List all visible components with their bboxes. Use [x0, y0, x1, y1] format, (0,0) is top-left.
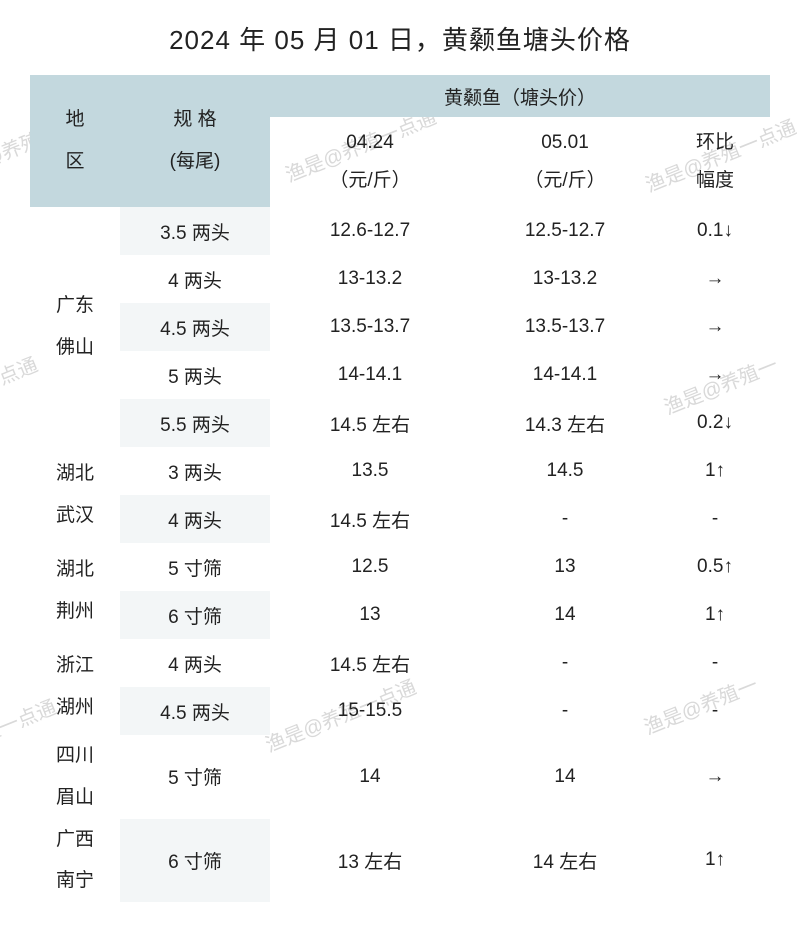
region-cell: 湖北荆州: [30, 543, 120, 639]
cell-ch: 0.1↓: [660, 207, 770, 255]
cell-ch: →: [660, 303, 770, 351]
table-row: 湖北武汉3 两头13.514.51↑: [30, 447, 770, 495]
cell-p2: 14.5: [470, 447, 660, 495]
cell-p2: 14-14.1: [470, 351, 660, 399]
table-row: 5.5 两头14.5 左右14.3 左右0.2↓: [30, 399, 770, 447]
cell-ch: -: [660, 639, 770, 687]
cell-p1: 13.5: [270, 447, 470, 495]
region-cell: 广东佛山: [30, 207, 120, 447]
cell-p2: 14: [470, 591, 660, 639]
cell-ch: →: [660, 351, 770, 399]
cell-spec: 4.5 两头: [120, 303, 270, 351]
cell-p2: -: [470, 639, 660, 687]
table-row: 浙江湖州4 两头14.5 左右--: [30, 639, 770, 687]
cell-p1: 14-14.1: [270, 351, 470, 399]
cell-p1: 13-13.2: [270, 255, 470, 303]
cell-p2: 13: [470, 543, 660, 591]
cell-p1: 13.5-13.7: [270, 303, 470, 351]
table-row: 湖北荆州5 寸筛12.5130.5↑: [30, 543, 770, 591]
header-region: 地区: [30, 75, 120, 207]
cell-ch: →: [660, 735, 770, 819]
cell-p1: 12.5: [270, 543, 470, 591]
region-cell: 四川眉山: [30, 735, 120, 819]
cell-spec: 6 寸筛: [120, 591, 270, 639]
cell-spec: 5 两头: [120, 351, 270, 399]
page-title: 2024 年 05 月 01 日，黄颡鱼塘头价格: [0, 0, 800, 75]
cell-spec: 5 寸筛: [120, 735, 270, 819]
table-row: 4.5 两头13.5-13.713.5-13.7→: [30, 303, 770, 351]
table-row: 广西南宁6 寸筛13 左右14 左右1↑: [30, 819, 770, 903]
cell-ch: -: [660, 495, 770, 543]
cell-p1: 14.5 左右: [270, 495, 470, 543]
cell-ch: 1↑: [660, 819, 770, 903]
cell-spec: 6 寸筛: [120, 819, 270, 903]
region-cell: 湖北武汉: [30, 447, 120, 543]
cell-p1: 13 左右: [270, 819, 470, 903]
header-spec: 规 格(每尾): [120, 75, 270, 207]
cell-p2: 14 左右: [470, 819, 660, 903]
cell-p2: 13-13.2: [470, 255, 660, 303]
cell-spec: 5.5 两头: [120, 399, 270, 447]
cell-p1: 15-15.5: [270, 687, 470, 735]
cell-spec: 5 寸筛: [120, 543, 270, 591]
cell-p2: 13.5-13.7: [470, 303, 660, 351]
cell-spec: 4.5 两头: [120, 687, 270, 735]
table-row: 6 寸筛13141↑: [30, 591, 770, 639]
cell-p1: 14.5 左右: [270, 399, 470, 447]
table-row: 4.5 两头15-15.5--: [30, 687, 770, 735]
cell-p2: 12.5-12.7: [470, 207, 660, 255]
table-row: 四川眉山5 寸筛1414→: [30, 735, 770, 819]
cell-p2: 14: [470, 735, 660, 819]
cell-spec: 4 两头: [120, 255, 270, 303]
cell-ch: →: [660, 255, 770, 303]
cell-ch: -: [660, 687, 770, 735]
region-cell: 广西南宁: [30, 819, 120, 903]
cell-p1: 14: [270, 735, 470, 819]
cell-spec: 4 两头: [120, 495, 270, 543]
cell-p1: 12.6-12.7: [270, 207, 470, 255]
cell-spec: 4 两头: [120, 639, 270, 687]
cell-p2: -: [470, 495, 660, 543]
header-price2: 05.01（元/斤）: [470, 117, 660, 207]
table-row: 4 两头14.5 左右--: [30, 495, 770, 543]
cell-p2: -: [470, 687, 660, 735]
cell-spec: 3.5 两头: [120, 207, 270, 255]
region-cell: 浙江湖州: [30, 639, 120, 735]
header-change: 环比幅度: [660, 117, 770, 207]
cell-ch: 1↑: [660, 447, 770, 495]
table-row: 5 两头14-14.114-14.1→: [30, 351, 770, 399]
cell-ch: 0.2↓: [660, 399, 770, 447]
cell-ch: 0.5↑: [660, 543, 770, 591]
cell-p1: 14.5 左右: [270, 639, 470, 687]
price-table: 地区 规 格(每尾) 黄颡鱼（塘头价） 04.24（元/斤） 05.01（元/斤…: [30, 75, 770, 902]
cell-p2: 14.3 左右: [470, 399, 660, 447]
cell-spec: 3 两头: [120, 447, 270, 495]
header-price1: 04.24（元/斤）: [270, 117, 470, 207]
cell-p1: 13: [270, 591, 470, 639]
table-row: 4 两头13-13.213-13.2→: [30, 255, 770, 303]
table-row: 广东佛山3.5 两头12.6-12.712.5-12.70.1↓: [30, 207, 770, 255]
cell-ch: 1↑: [660, 591, 770, 639]
header-group: 黄颡鱼（塘头价）: [270, 75, 770, 117]
